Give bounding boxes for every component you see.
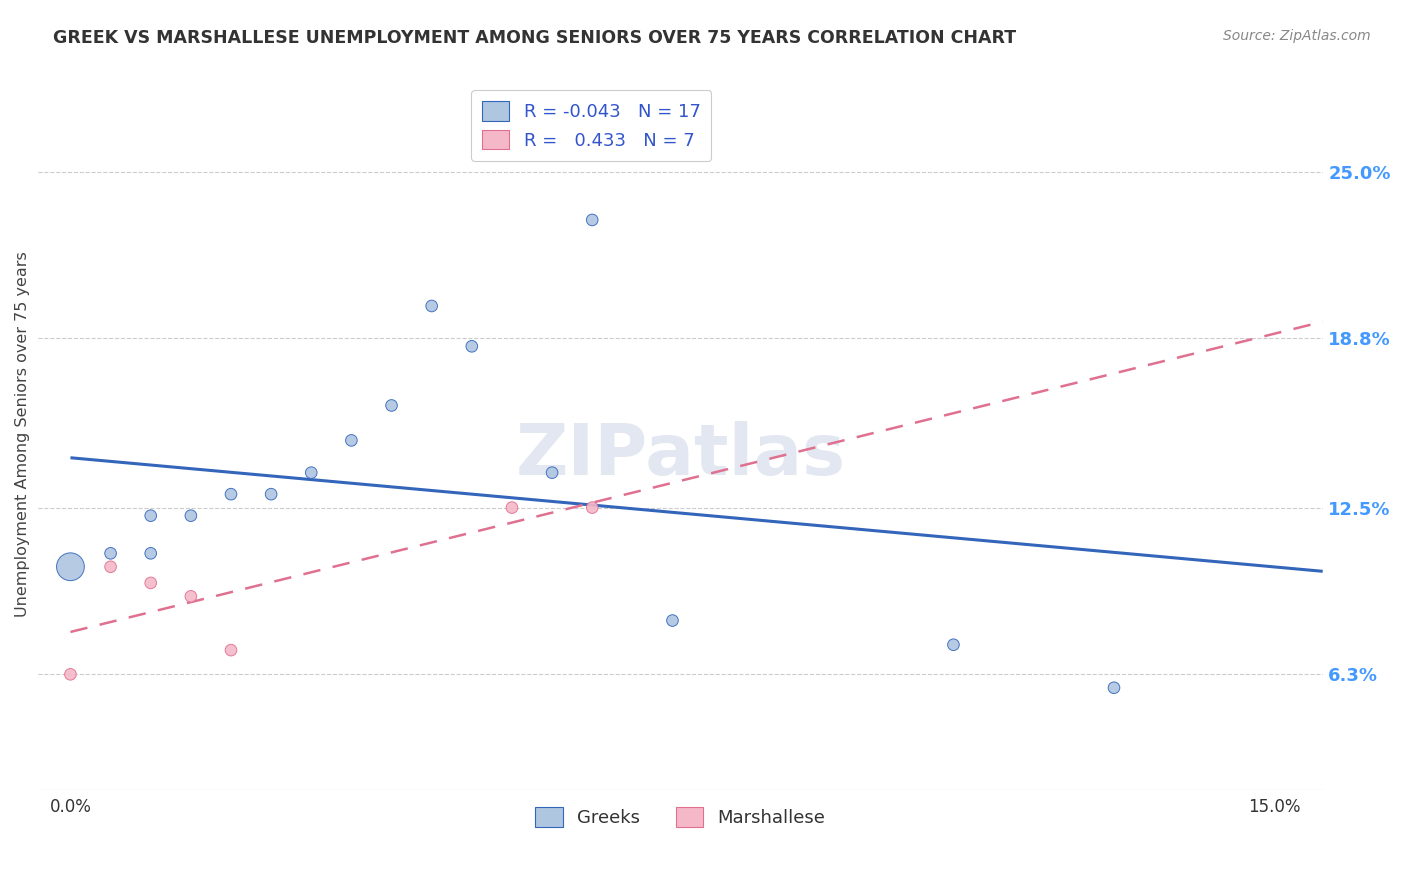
Y-axis label: Unemployment Among Seniors over 75 years: Unemployment Among Seniors over 75 years [15, 251, 30, 616]
Text: ZIPatlas: ZIPatlas [516, 420, 845, 490]
Point [501, 500, 523, 515]
Point [180, 590, 202, 604]
Point [219, 643, 242, 657]
Point [139, 508, 162, 523]
Point [100, 546, 122, 560]
Point [581, 500, 603, 515]
Point [340, 434, 363, 448]
Text: Source: ZipAtlas.com: Source: ZipAtlas.com [1223, 29, 1371, 43]
Point [260, 487, 283, 501]
Point [139, 546, 162, 560]
Point [541, 466, 564, 480]
Point [59, 559, 82, 574]
Point [661, 614, 683, 628]
Point [581, 213, 603, 227]
Point [180, 508, 202, 523]
Point [1102, 681, 1125, 695]
Point [100, 559, 122, 574]
Text: GREEK VS MARSHALLESE UNEMPLOYMENT AMONG SENIORS OVER 75 YEARS CORRELATION CHART: GREEK VS MARSHALLESE UNEMPLOYMENT AMONG … [53, 29, 1017, 46]
Point [139, 575, 162, 590]
Point [420, 299, 443, 313]
Point [219, 487, 242, 501]
Point [461, 339, 484, 353]
Point [59, 667, 82, 681]
Legend: Greeks, Marshallese: Greeks, Marshallese [529, 800, 832, 834]
Point [942, 638, 965, 652]
Point [299, 466, 322, 480]
Point [380, 399, 402, 413]
